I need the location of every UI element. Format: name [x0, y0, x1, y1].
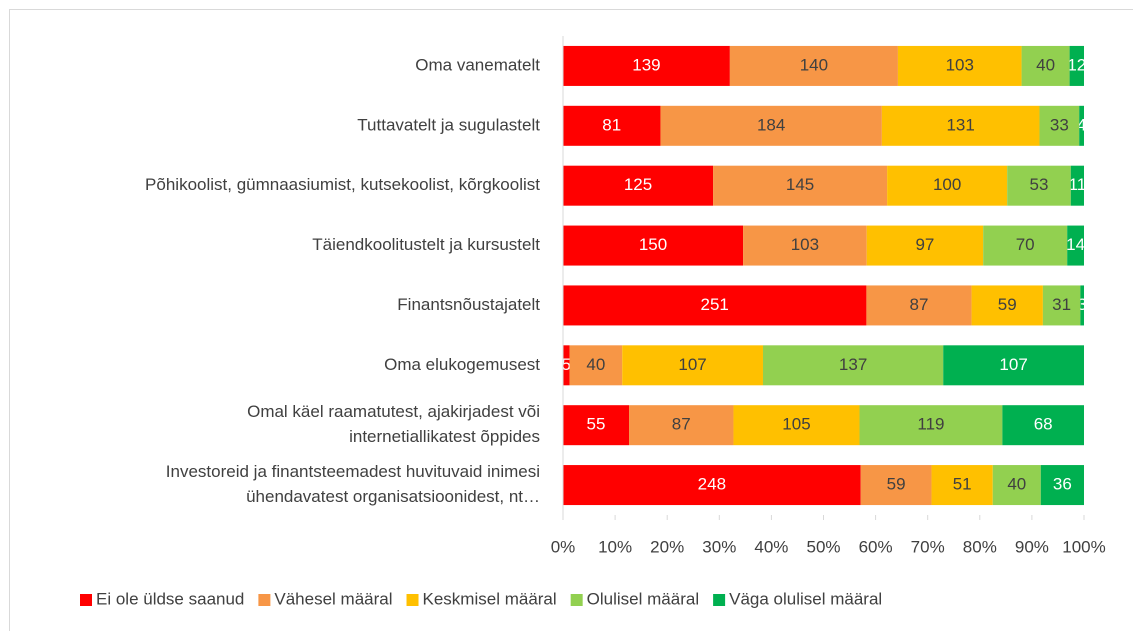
data-label: 40 — [586, 355, 605, 374]
data-label: 139 — [632, 55, 660, 74]
x-tick-label: 100% — [1062, 537, 1105, 556]
data-label: 36 — [1053, 475, 1072, 494]
legend-label: Olulisel määral — [587, 589, 699, 608]
x-tick-label: 20% — [650, 537, 684, 556]
data-label: 107 — [678, 355, 706, 374]
data-label: 31 — [1052, 295, 1071, 314]
data-label: 40 — [1007, 475, 1026, 494]
legend-swatch — [571, 594, 583, 606]
x-tick-label: 40% — [754, 537, 788, 556]
category-label: Põhikoolist, gümnaasiumist, kutsekoolist… — [145, 175, 540, 194]
data-label: 40 — [1036, 55, 1055, 74]
data-label: 150 — [639, 235, 667, 254]
data-label: 59 — [998, 295, 1017, 314]
data-label: 103 — [791, 235, 819, 254]
category-label: Oma elukogemusest — [384, 355, 540, 374]
legend-swatch — [258, 594, 270, 606]
category-label: Täiendkoolitustelt ja kursustelt — [312, 235, 540, 254]
x-tick-label: 0% — [551, 537, 576, 556]
x-tick-label: 30% — [702, 537, 736, 556]
x-tick-label: 90% — [1015, 537, 1049, 556]
data-label: 68 — [1034, 415, 1053, 434]
category-label: Oma vanematelt — [415, 55, 540, 74]
data-label: 100 — [933, 175, 961, 194]
category-label: internetiallikatest õppides — [349, 427, 540, 446]
data-label: 53 — [1030, 175, 1049, 194]
data-label: 12 — [1067, 55, 1086, 74]
data-label: 33 — [1050, 115, 1069, 134]
x-tick-label: 50% — [806, 537, 840, 556]
data-label: 184 — [757, 115, 785, 134]
category-label: Tuttavatelt ja sugulastelt — [357, 115, 540, 134]
category-label: Omal käel raamatutest, ajakirjadest või — [247, 402, 540, 421]
data-label: 145 — [786, 175, 814, 194]
legend-swatch — [80, 594, 92, 606]
data-label: 140 — [800, 55, 828, 74]
data-label: 59 — [887, 475, 906, 494]
data-label: 251 — [701, 295, 729, 314]
data-label: 87 — [672, 415, 691, 434]
data-label: 248 — [698, 475, 726, 494]
legend-swatch — [407, 594, 419, 606]
data-label: 125 — [624, 175, 652, 194]
data-label: 107 — [999, 355, 1027, 374]
data-label: 14 — [1066, 235, 1085, 254]
x-tick-label: 10% — [598, 537, 632, 556]
data-label: 137 — [839, 355, 867, 374]
data-label: 87 — [910, 295, 929, 314]
legend-label: Väga olulisel määral — [729, 589, 882, 608]
x-tick-label: 60% — [859, 537, 893, 556]
legend-label: Keskmisel määral — [423, 589, 557, 608]
data-label: 70 — [1016, 235, 1035, 254]
data-label: 81 — [602, 115, 621, 134]
category-label: Investoreid ja finantsteemadest huvituva… — [166, 462, 540, 481]
data-label: 131 — [946, 115, 974, 134]
category-label: ühendavatest organisatsioonidest, nt… — [246, 487, 540, 506]
data-label: 103 — [946, 55, 974, 74]
data-label: 105 — [782, 415, 810, 434]
data-label: 55 — [587, 415, 606, 434]
x-tick-label: 80% — [963, 537, 997, 556]
data-label: 51 — [953, 475, 972, 494]
data-label: 97 — [915, 235, 934, 254]
data-label: 11 — [1069, 175, 1087, 194]
legend-label: Vähesel määral — [274, 589, 392, 608]
legend-swatch — [713, 594, 725, 606]
x-tick-label: 70% — [911, 537, 945, 556]
data-label: 119 — [917, 415, 944, 434]
legend-label: Ei ole üldse saanud — [96, 589, 244, 608]
category-label: Finantsnõustajatelt — [397, 295, 540, 314]
